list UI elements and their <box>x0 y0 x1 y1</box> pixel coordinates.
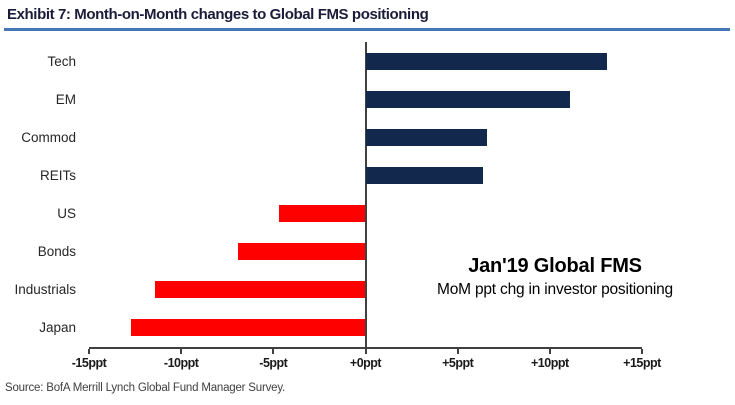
title-underline-rule <box>4 28 730 31</box>
category-label-us: US <box>57 206 76 222</box>
source-note: Source: BofA Merrill Lynch Global Fund M… <box>5 382 286 394</box>
category-label-reits: REITs <box>39 167 76 183</box>
x-tick-label: -10ppt <box>163 356 199 370</box>
bar-japan <box>131 319 366 337</box>
x-axis-tick <box>180 349 183 354</box>
category-label-japan: Japan <box>39 320 76 336</box>
x-tick-label: -15ppt <box>71 356 107 370</box>
chart-annotation: Jan'19 Global FMS MoM ppt chg in investo… <box>405 255 705 299</box>
bar-reits <box>365 166 484 184</box>
x-axis-tick-labels: -15ppt -10ppt -5ppt +0ppt +5ppt +10ppt +15ppt <box>72 356 662 372</box>
category-label-em: EM <box>55 91 76 107</box>
bar-chart-plot-area <box>88 42 643 354</box>
bar-tech <box>365 52 607 70</box>
annotation-title: Jan'19 Global FMS <box>468 255 642 277</box>
x-tick-label: +0ppt <box>349 356 382 370</box>
x-tick-label: +15ppt <box>623 356 661 370</box>
category-label-commod: Commod <box>21 129 76 145</box>
category-axis: Tech EM Commod REITs US Bonds Industrials Japan <box>0 42 76 347</box>
x-axis-tick <box>548 349 551 354</box>
bar-us <box>278 205 366 223</box>
x-axis-tick <box>456 349 459 354</box>
bar-industrials <box>155 281 366 299</box>
x-tick-label: +10ppt <box>531 356 569 370</box>
category-label-tech: Tech <box>47 53 76 69</box>
x-axis-tick <box>364 349 367 354</box>
x-tick-label: +5ppt <box>442 356 474 370</box>
exhibit-title: Exhibit 7: Month-on-Month changes to Glo… <box>7 6 429 23</box>
bar-em <box>365 90 571 108</box>
bar-bonds <box>238 243 366 261</box>
zero-baseline <box>364 42 367 349</box>
x-axis-tick <box>272 349 275 354</box>
category-label-bonds: Bonds <box>37 244 76 260</box>
category-label-industrials: Industrials <box>14 282 76 298</box>
annotation-subtitle: MoM ppt chg in investor positioning <box>437 281 673 298</box>
bar-commod <box>365 128 488 146</box>
x-tick-label: -5ppt <box>259 356 288 370</box>
x-axis-tick <box>641 349 643 354</box>
x-axis-tick <box>88 349 90 354</box>
